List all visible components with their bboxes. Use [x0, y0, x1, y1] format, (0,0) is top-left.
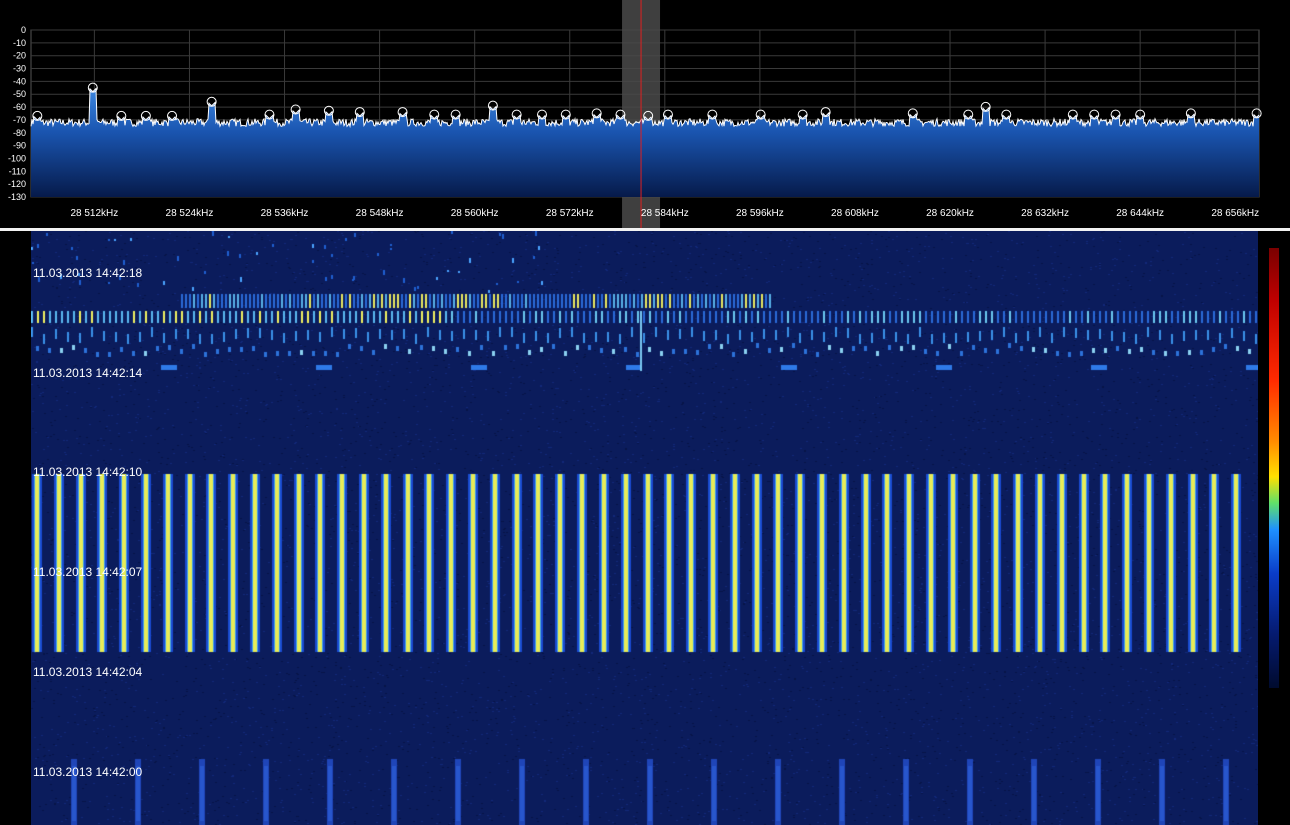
y-tick-label: -10 — [13, 38, 26, 48]
spectrum-plot[interactable]: 0 -10 -20 -30 -40 -50 -60 -70 -80 -90 -100 -110 -120… — [0, 0, 1290, 228]
y-tick-label: -110 — [9, 166, 26, 176]
y-tick-label: -40 — [13, 76, 26, 86]
peak-marker — [1001, 109, 1012, 120]
spectrum-fill — [31, 88, 1259, 197]
peak-marker — [1110, 109, 1121, 120]
y-axis-labels: 0 -10 -20 -30 -40 -50 -60 -70 -80 -90 -100 -110 -120… — [8, 25, 26, 202]
color-scale-bar — [1269, 248, 1279, 688]
x-tick-label: 28 524kHz — [166, 208, 214, 219]
x-tick-label: 28 572kHz — [546, 208, 594, 219]
peak-marker — [487, 100, 498, 111]
y-tick-label: -90 — [13, 141, 26, 151]
x-tick-label: 28 548kHz — [356, 208, 404, 219]
y-tick-label: -60 — [13, 102, 26, 112]
panel-divider[interactable] — [0, 228, 1290, 231]
peak-marker — [354, 107, 365, 118]
peak-marker — [450, 109, 461, 120]
peak-marker — [167, 110, 178, 121]
spectrum-trace — [30, 87, 1260, 129]
peak-marker — [290, 104, 301, 115]
peak-marker — [980, 101, 991, 112]
x-tick-label: 28 596kHz — [736, 208, 784, 219]
x-tick-label: 28 656kHz — [1211, 208, 1259, 219]
peak-marker — [140, 110, 151, 121]
x-tick-label: 28 560kHz — [451, 208, 499, 219]
y-tick-label: -130 — [8, 192, 26, 202]
peak-marker — [1089, 109, 1100, 120]
peak-marker — [1185, 108, 1196, 119]
x-tick-label: 28 584kHz — [641, 208, 689, 219]
peak-marker — [429, 109, 440, 120]
y-tick-label: -20 — [13, 51, 26, 61]
peak-marker — [206, 96, 217, 107]
timestamp-label: 11.03.2013 14:42:14 — [33, 366, 143, 380]
peak-marker — [755, 109, 766, 120]
y-tick-label: 0 — [21, 25, 26, 35]
timestamp-label: 11.03.2013 14:42:18 — [33, 266, 143, 280]
timestamp-label: 11.03.2013 14:42:10 — [33, 465, 143, 479]
peak-marker — [963, 109, 974, 120]
peak-marker — [323, 105, 334, 116]
waterfall-panel[interactable]: 11.03.2013 14:42:18 11.03.2013 14:42:14 … — [0, 231, 1290, 825]
peak-markers — [32, 82, 1262, 121]
y-tick-label: -30 — [13, 64, 26, 74]
peak-marker — [643, 110, 654, 121]
timestamp-label: 11.03.2013 14:42:04 — [33, 665, 143, 679]
x-tick-label: 28 644kHz — [1116, 208, 1164, 219]
peak-marker — [397, 107, 408, 118]
timestamp-label: 11.03.2013 14:42:00 — [33, 765, 143, 779]
peak-marker — [560, 109, 571, 120]
x-tick-label: 28 608kHz — [831, 208, 879, 219]
y-tick-label: -100 — [8, 153, 26, 163]
peak-marker — [264, 109, 275, 120]
y-tick-label: -70 — [13, 115, 26, 125]
x-tick-label: 28 536kHz — [261, 208, 309, 219]
peak-marker — [537, 109, 548, 120]
peak-marker — [116, 110, 127, 121]
peak-marker — [511, 109, 522, 120]
x-tick-label: 28 512kHz — [70, 208, 118, 219]
peak-marker — [662, 109, 673, 120]
peak-marker — [32, 110, 43, 121]
peak-marker — [797, 109, 808, 120]
waterfall-display[interactable] — [31, 231, 1258, 825]
peak-marker — [1135, 109, 1146, 120]
y-tick-label: -80 — [13, 128, 26, 138]
y-tick-label: -120 — [8, 179, 26, 189]
peak-marker — [820, 107, 831, 118]
x-tick-label: 28 632kHz — [1021, 208, 1069, 219]
x-tick-label: 28 620kHz — [926, 208, 974, 219]
spectrum-panel[interactable]: 0 -10 -20 -30 -40 -50 -60 -70 -80 -90 -100 -110 -120… — [0, 0, 1290, 228]
x-axis-labels: 28 512kHz 28 524kHz 28 536kHz 28 548kHz 28 5… — [70, 208, 1259, 219]
peak-marker — [615, 109, 626, 120]
peak-marker — [707, 109, 718, 120]
y-tick-label: -50 — [13, 89, 26, 99]
peak-marker — [1067, 109, 1078, 120]
timestamp-label: 11.03.2013 14:42:07 — [33, 565, 143, 579]
peak-marker — [907, 108, 918, 119]
peak-marker — [591, 108, 602, 119]
peak-marker — [87, 82, 98, 93]
peak-marker — [1251, 108, 1262, 119]
